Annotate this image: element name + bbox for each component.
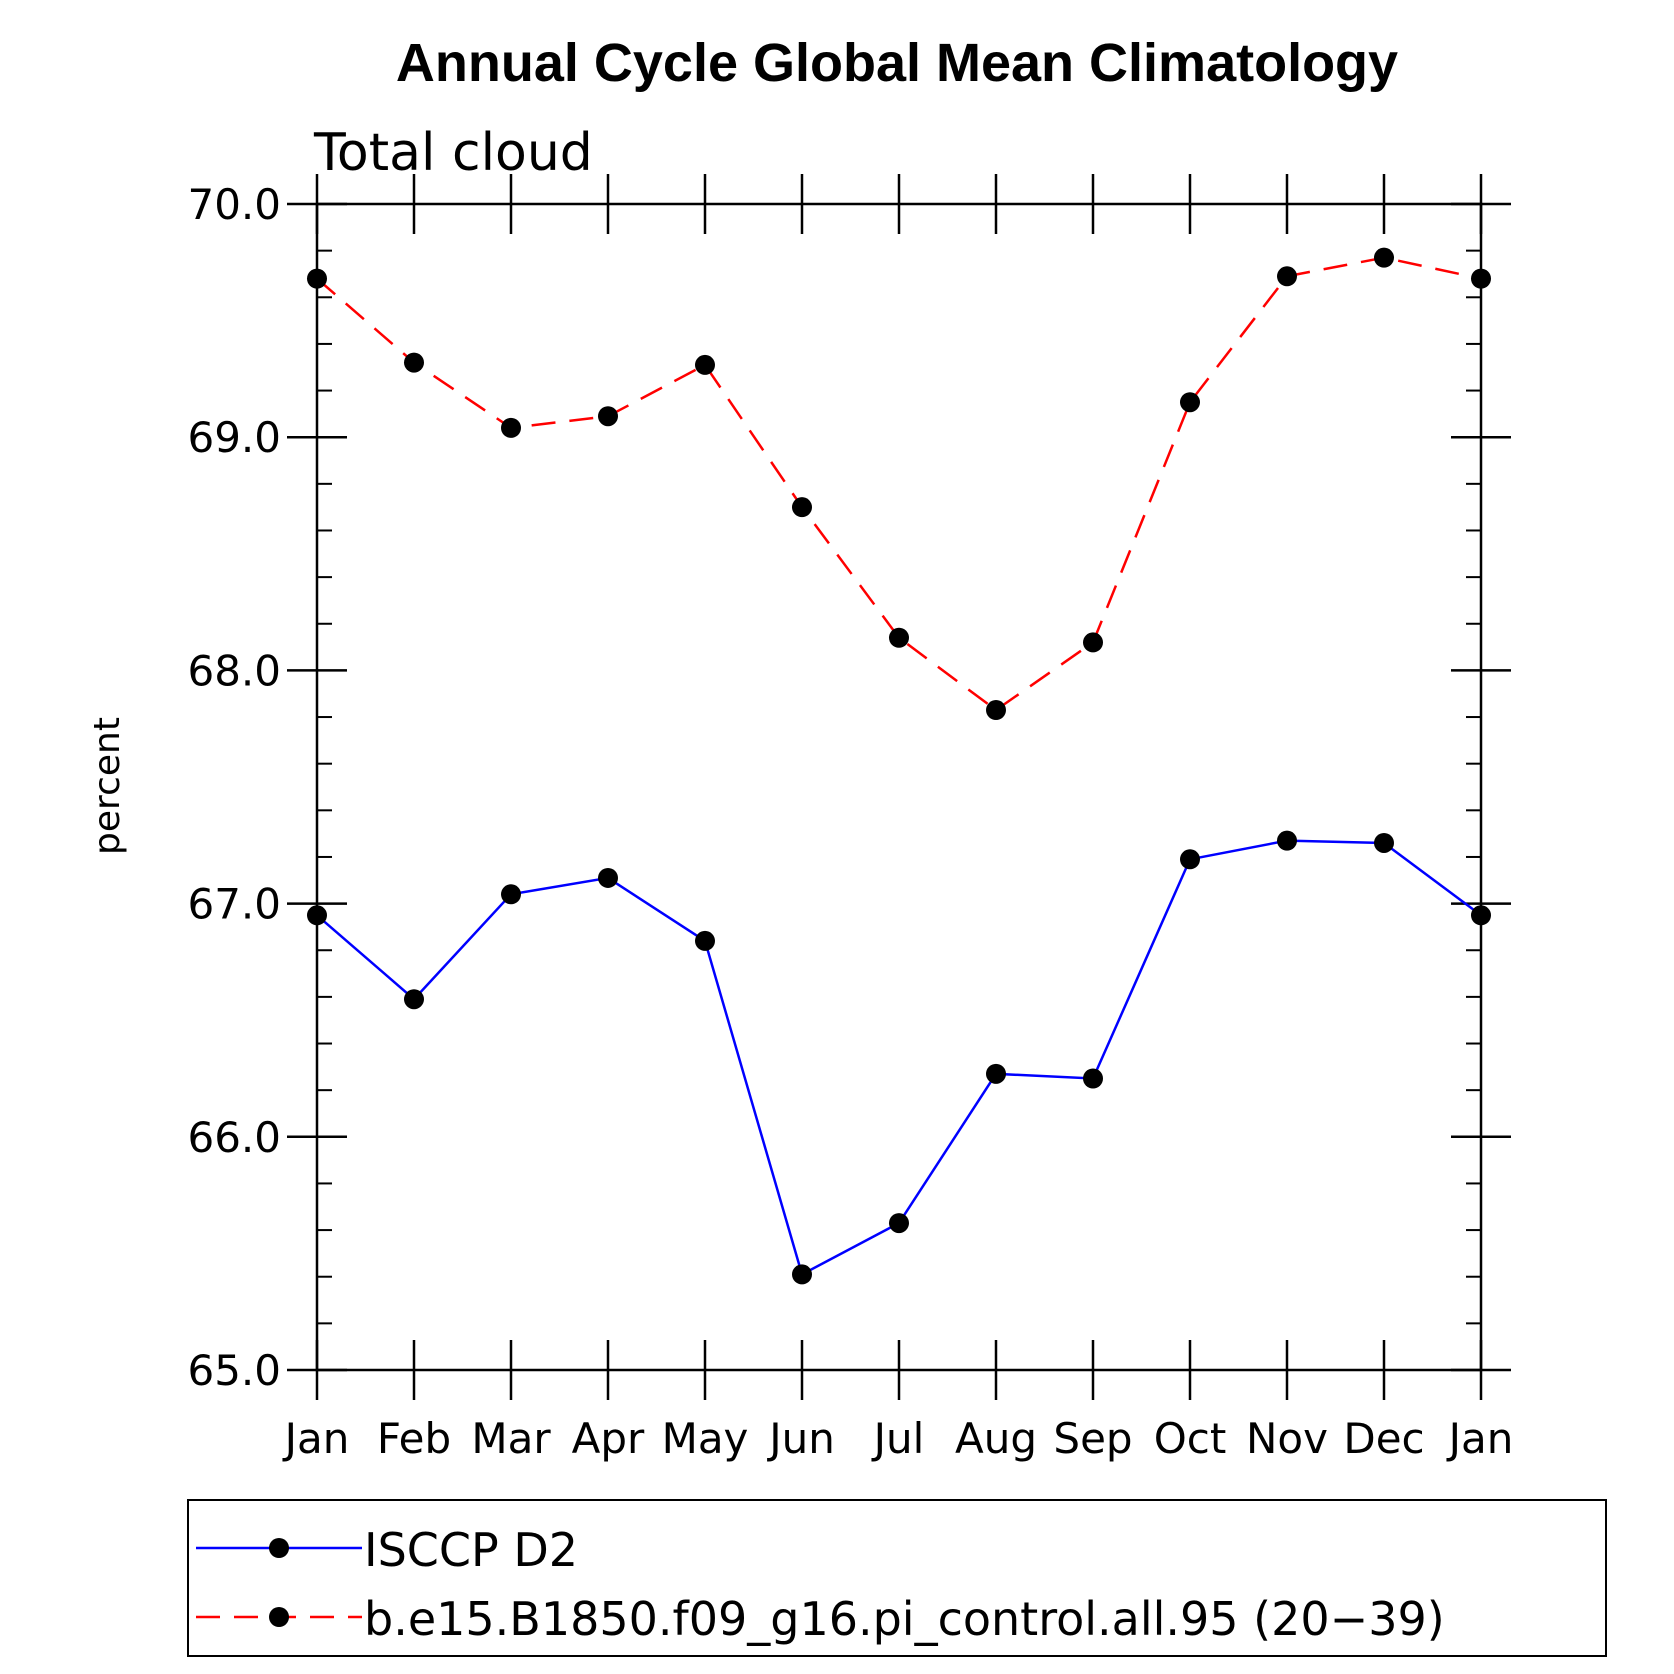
series-1-point: [501, 417, 521, 438]
x-axis: Jan Feb Mar Apr May Jun Jul Aug Sep Oct Nov Dec Jan: [282, 174, 1514, 1463]
series-0-point: [1277, 830, 1297, 851]
series-1-point: [307, 268, 327, 289]
y-tick-label: 65.0: [187, 1346, 281, 1395]
chart-subtitle: Total cloud: [313, 123, 593, 183]
y-axis-label: percent: [87, 717, 128, 855]
series-0-point: [1083, 1068, 1103, 1089]
y-axis: 65.0 66.0 67.0 68.0 69.0 70.0: [187, 180, 1511, 1395]
plot-border: [315, 202, 1483, 1372]
x-tick-label: Dec: [1343, 1414, 1424, 1463]
x-tick-label: Sep: [1053, 1414, 1132, 1463]
series-0-point: [404, 989, 424, 1010]
series-0-point: [986, 1063, 1006, 1084]
legend: ISCCP D2 b.e15.B1850.f09_g16.pi_control.…: [187, 1499, 1607, 1657]
series-1-point: [986, 700, 1006, 721]
y-tick-label: 70.0: [187, 180, 281, 229]
series-1-point: [404, 352, 424, 373]
series-1-point: [1180, 392, 1200, 413]
series-0-point: [889, 1213, 909, 1234]
series-line-0: [316, 839, 1482, 1277]
series-1-point: [1277, 266, 1297, 287]
x-tick-label: Jan: [282, 1414, 350, 1463]
x-tick-label: Jul: [871, 1414, 925, 1463]
x-tick-label: Oct: [1154, 1414, 1227, 1463]
legend-marker-model: [269, 1607, 289, 1627]
series-layer: [307, 247, 1491, 1285]
series-1-point: [1083, 632, 1103, 653]
x-tick-label: May: [662, 1414, 749, 1463]
series-1-point: [1374, 247, 1394, 268]
series-0-point: [1374, 832, 1394, 853]
y-tick-label: 66.0: [187, 1113, 281, 1162]
series-1-point: [792, 497, 812, 518]
y-tick-label: 68.0: [187, 646, 281, 695]
series-0-point: [501, 884, 521, 905]
series-1-point: [1471, 268, 1491, 289]
plot-frame: [315, 202, 1483, 1372]
legend-label-isccp: ISCCP D2: [364, 1523, 578, 1577]
y-tick-label: 69.0: [187, 413, 281, 462]
x-tick-label: Aug: [955, 1414, 1037, 1463]
x-tick-label: Jan: [1446, 1414, 1514, 1463]
series-0-point: [598, 867, 618, 888]
series-0-point: [695, 930, 715, 951]
x-tick-label: Jun: [766, 1414, 835, 1463]
series-0-point: [792, 1264, 812, 1285]
series-1-point: [889, 627, 909, 648]
y-tick-label: 67.0: [187, 880, 281, 929]
legend-label-model: b.e15.B1850.f09_g16.pi_control.all.95 (2…: [364, 1592, 1445, 1646]
series-1-point: [598, 406, 618, 427]
x-tick-label: Feb: [377, 1414, 451, 1463]
x-tick-label: Mar: [471, 1414, 551, 1463]
x-tick-label: Nov: [1246, 1414, 1328, 1463]
series-0-point: [1471, 905, 1491, 926]
legend-marker-isccp: [269, 1538, 289, 1558]
legend-box: [187, 1499, 1607, 1657]
chart-title: Annual Cycle Global Mean Climatology: [396, 33, 1398, 93]
x-tick-label: Apr: [572, 1414, 645, 1463]
series-0-point: [1180, 849, 1200, 870]
series-1-point: [695, 354, 715, 375]
series-0-point: [307, 905, 327, 926]
